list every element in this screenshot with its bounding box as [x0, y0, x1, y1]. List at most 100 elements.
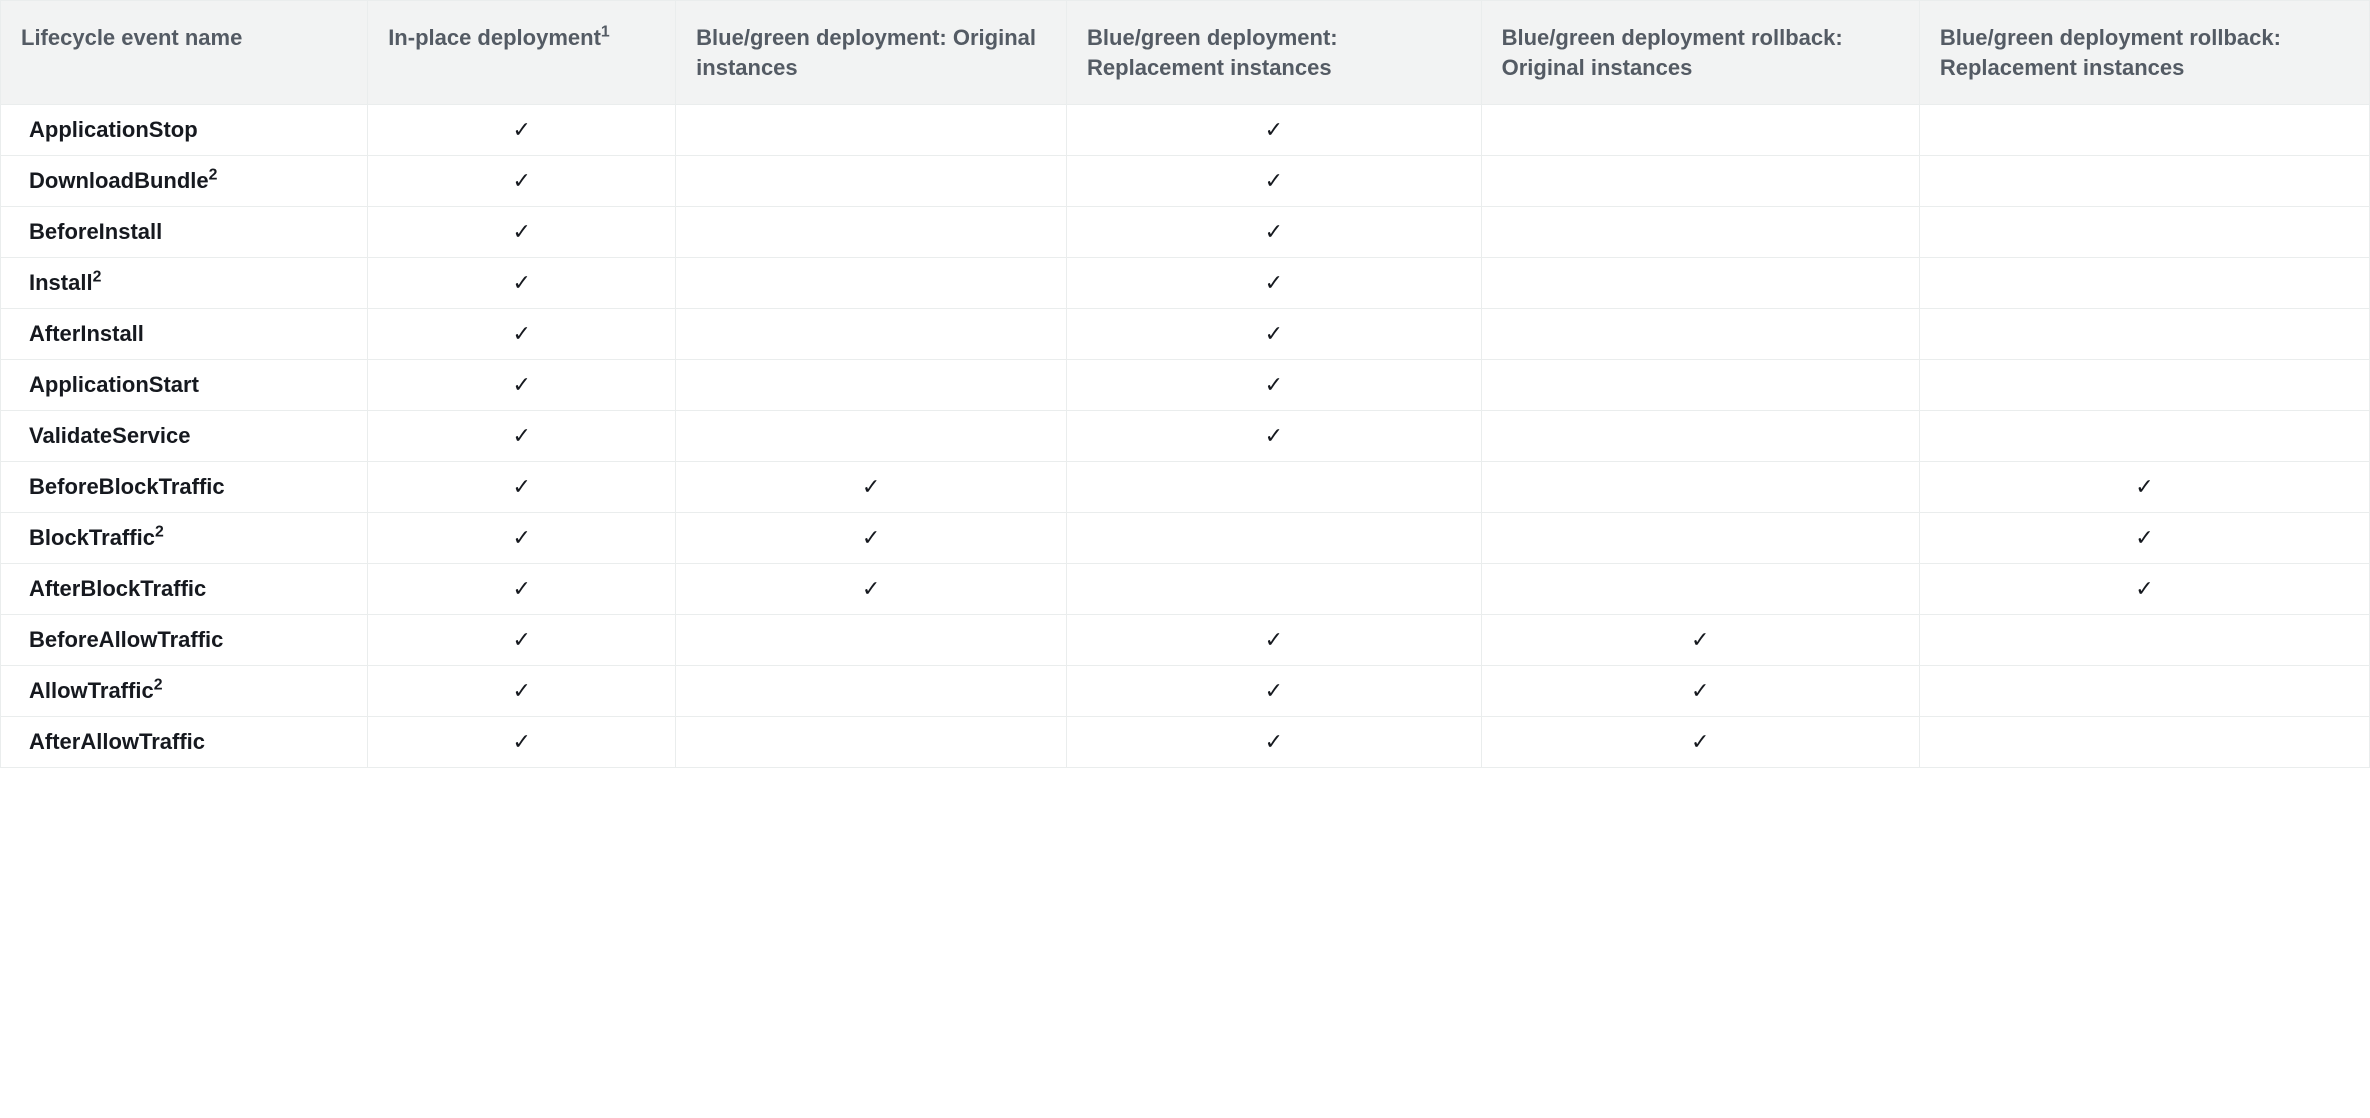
check-icon: ✓ [1265, 423, 1283, 448]
cell: ✓ [368, 564, 676, 615]
column-header-1: In-place deployment1 [368, 1, 676, 105]
lifecycle-event-name-sup: 2 [209, 167, 218, 184]
cell: ✓ [1919, 513, 2369, 564]
lifecycle-event-name-text: BeforeAllowTraffic [29, 627, 223, 652]
table-row: BeforeInstall✓✓ [1, 207, 2370, 258]
cell [676, 411, 1067, 462]
lifecycle-event-name: AfterInstall [1, 309, 368, 360]
column-header-sup: 1 [601, 24, 610, 41]
column-header-4: Blue/green deployment rollback: Original… [1481, 1, 1919, 105]
lifecycle-event-name: BeforeAllowTraffic [1, 615, 368, 666]
column-header-3: Blue/green deployment: Replacement insta… [1067, 1, 1482, 105]
lifecycle-event-name: DownloadBundle2 [1, 156, 368, 207]
cell [676, 207, 1067, 258]
lifecycle-event-name-text: AfterBlockTraffic [29, 576, 206, 601]
check-icon: ✓ [862, 525, 880, 550]
check-icon: ✓ [2135, 576, 2153, 601]
cell [1067, 564, 1482, 615]
cell: ✓ [676, 513, 1067, 564]
cell: ✓ [368, 615, 676, 666]
check-icon: ✓ [1691, 627, 1709, 652]
cell: ✓ [368, 309, 676, 360]
cell: ✓ [1919, 564, 2369, 615]
column-header-text: Blue/green deployment rollback: Original… [1502, 25, 1843, 80]
check-icon: ✓ [512, 321, 530, 346]
lifecycle-events-table: Lifecycle event name In-place deployment1… [0, 0, 2370, 768]
lifecycle-event-name: ValidateService [1, 411, 368, 462]
lifecycle-event-name-sup: 2 [154, 677, 163, 694]
check-icon: ✓ [512, 117, 530, 142]
check-icon: ✓ [1265, 321, 1283, 346]
table-row: ValidateService✓✓ [1, 411, 2370, 462]
cell [676, 309, 1067, 360]
column-header-2: Blue/green deployment: Original instance… [676, 1, 1067, 105]
cell: ✓ [368, 360, 676, 411]
table-row: DownloadBundle2 ✓ ✓ [1, 156, 2370, 207]
table-row: Install2 ✓ ✓ [1, 258, 2370, 309]
cell: ✓ [1067, 615, 1482, 666]
column-header-text: Blue/green deployment rollback: Replacem… [1940, 25, 2281, 80]
lifecycle-event-name-text: AfterAllowTraffic [29, 729, 205, 754]
check-icon: ✓ [512, 219, 530, 244]
lifecycle-event-name: ApplicationStart [1, 360, 368, 411]
check-icon: ✓ [1265, 372, 1283, 397]
cell [676, 105, 1067, 156]
lifecycle-event-name: ApplicationStop [1, 105, 368, 156]
cell [1067, 462, 1482, 513]
lifecycle-event-name: BeforeBlockTraffic [1, 462, 368, 513]
lifecycle-event-name-text: Install [29, 270, 93, 295]
cell [1919, 207, 2369, 258]
table-header: Lifecycle event name In-place deployment1… [1, 1, 2370, 105]
cell: ✓ [368, 105, 676, 156]
cell: ✓ [1481, 615, 1919, 666]
lifecycle-event-name-sup: 2 [93, 269, 102, 286]
column-header-text: Lifecycle event name [21, 25, 242, 50]
cell [1919, 258, 2369, 309]
check-icon: ✓ [862, 576, 880, 601]
cell [1481, 360, 1919, 411]
cell [676, 717, 1067, 768]
table-row: AllowTraffic2✓✓✓ [1, 666, 2370, 717]
cell [1919, 309, 2369, 360]
cell: ✓ [368, 462, 676, 513]
check-icon: ✓ [512, 729, 530, 754]
check-icon: ✓ [1265, 219, 1283, 244]
cell [676, 666, 1067, 717]
lifecycle-event-name: AllowTraffic2 [1, 666, 368, 717]
lifecycle-event-name-text: ValidateService [29, 423, 190, 448]
cell: ✓ [676, 462, 1067, 513]
lifecycle-event-name-text: ApplicationStart [29, 372, 199, 397]
lifecycle-event-name-text: AllowTraffic [29, 678, 154, 703]
cell [1481, 258, 1919, 309]
check-icon: ✓ [1265, 117, 1283, 142]
cell [1919, 156, 2369, 207]
cell [1919, 360, 2369, 411]
cell: ✓ [1067, 309, 1482, 360]
column-header-text: Blue/green deployment: Replacement insta… [1087, 25, 1338, 80]
cell: ✓ [1067, 717, 1482, 768]
cell: ✓ [1481, 666, 1919, 717]
cell: ✓ [1481, 717, 1919, 768]
table-row: ApplicationStop ✓ ✓ [1, 105, 2370, 156]
check-icon: ✓ [1265, 168, 1283, 193]
table-row: BlockTraffic2✓✓✓ [1, 513, 2370, 564]
table-row: BeforeAllowTraffic ✓ ✓ ✓ [1, 615, 2370, 666]
column-header-text: Blue/green deployment: Original instance… [696, 25, 1036, 80]
check-icon: ✓ [512, 270, 530, 295]
table-row: BeforeBlockTraffic✓✓✓ [1, 462, 2370, 513]
cell [676, 615, 1067, 666]
cell [1919, 666, 2369, 717]
cell [1481, 564, 1919, 615]
lifecycle-events-table-container: Lifecycle event name In-place deployment1… [0, 0, 2370, 768]
check-icon: ✓ [1691, 729, 1709, 754]
check-icon: ✓ [512, 678, 530, 703]
lifecycle-event-name-text: BlockTraffic [29, 525, 155, 550]
cell [676, 360, 1067, 411]
check-icon: ✓ [512, 168, 530, 193]
cell: ✓ [1067, 411, 1482, 462]
check-icon: ✓ [2135, 525, 2153, 550]
lifecycle-event-name: AfterBlockTraffic [1, 564, 368, 615]
cell [1919, 105, 2369, 156]
cell [1919, 615, 2369, 666]
cell: ✓ [1067, 258, 1482, 309]
